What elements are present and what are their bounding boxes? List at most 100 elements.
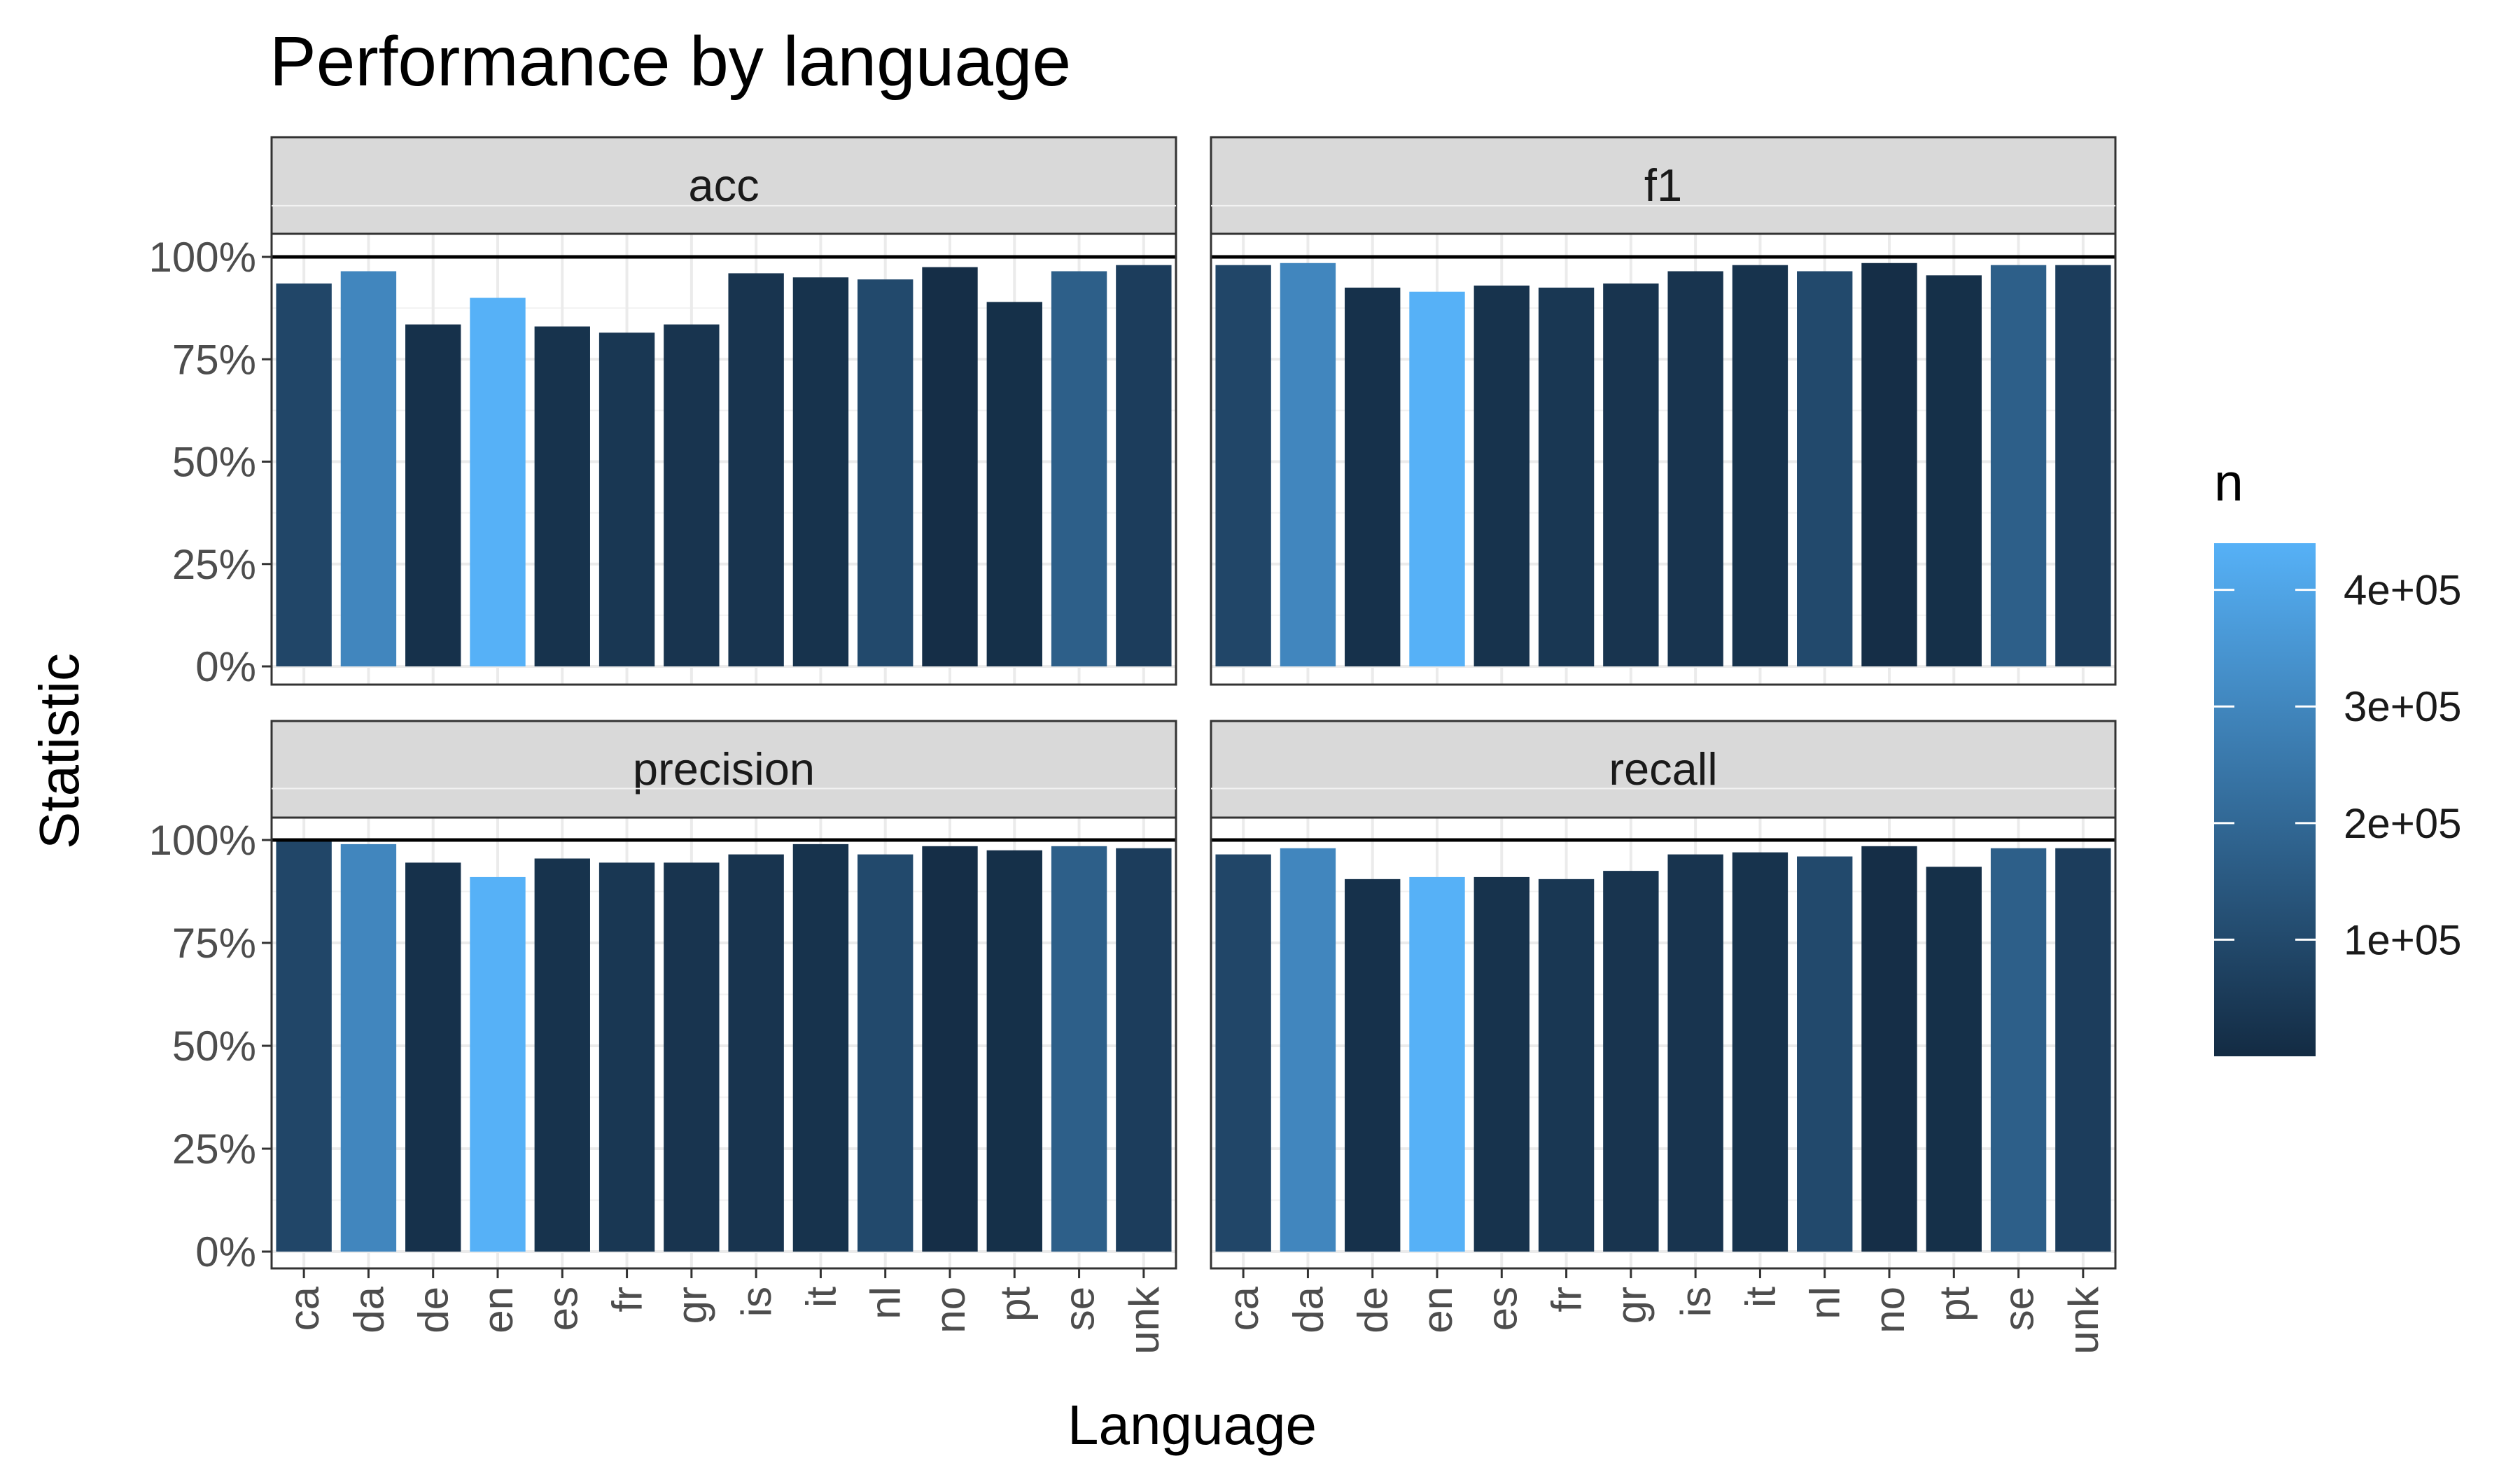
bar-recall-no [1861,846,1917,1252]
x-tick-label-no: no [927,1287,974,1334]
y-tick-label: 75% [172,920,256,967]
bar-precision-ca [276,840,332,1252]
x-tick-label-fr: fr [604,1287,651,1312]
bar-recall-se [1990,848,2047,1252]
bar-recall-ca [1215,854,1271,1252]
x-tick-label-nl: nl [862,1287,909,1320]
y-tick-label: 50% [172,1023,256,1070]
bar-precision-it [792,844,849,1252]
bar-recall-es [1474,876,1530,1252]
bar-f1-unk [2055,265,2111,666]
bar-recall-pt [1926,867,1982,1252]
bar-acc-unk [1116,265,1172,666]
x-tick-label-ca: ca [1220,1286,1267,1331]
panel-border [1210,232,2117,686]
facet-strip-label-recall: recall [1609,743,1717,794]
x-tick-label-da: da [345,1286,392,1333]
bar-f1-fr [1538,287,1595,666]
y-tick-label: 0% [195,643,256,690]
x-tick-label-is: is [1672,1287,1719,1317]
facet-strip-label-acc: acc [688,160,759,211]
facet-panel-precision: precision 0% 25% 50% 75% 100% ca da de en es fr gr is… [149,720,1177,1354]
bar-acc-nl [858,279,913,666]
bar-acc-it [792,277,849,666]
bar-f1-se [1990,265,2047,666]
bar-f1-it [1732,265,1788,666]
bar-precision-pt [986,850,1042,1252]
x-tick-label-pt: pt [1931,1287,1977,1322]
x-tick-label-de: de [410,1287,457,1334]
x-axis-title: Language [1068,1394,1317,1456]
bar-precision-nl [858,854,913,1252]
facet-panel-f1: f1 [1210,136,2117,686]
bar-recall-unk [2055,848,2111,1252]
bar-recall-gr [1603,871,1659,1252]
bar-acc-es [534,326,590,666]
bar-precision-en [470,876,526,1252]
bar-recall-da [1280,848,1336,1252]
x-tick-label-pt: pt [991,1287,1038,1322]
bar-acc-de [405,324,461,666]
facet-strip-f1 [1210,136,2117,235]
bar-recall-fr [1538,878,1595,1252]
bar-f1-en [1409,291,1465,667]
legend-label: 2e+05 [2344,800,2462,847]
facet-strip-label-precision: precision [633,743,815,794]
panel-border [1210,816,2117,1270]
legend-label: 1e+05 [2344,916,2462,963]
bar-f1-gr [1603,284,1659,666]
bar-precision-no [922,846,978,1252]
facet-panels: acc 0% 25% 50% 75% 100% f1 precision 0% 25% 50% 75%… [149,136,2117,1354]
legend-label: 4e+05 [2344,567,2462,614]
legend-title: n [2214,453,2244,512]
x-tick-label-nl: nl [1802,1287,1849,1320]
x-tick-label-ca: ca [281,1286,328,1331]
bar-acc-en [470,298,526,666]
y-tick-label: 100% [149,817,256,864]
bar-recall-en [1409,876,1465,1252]
x-tick-label-it: it [797,1287,844,1308]
x-tick-label-no: no [1866,1287,1913,1334]
bar-f1-da [1280,262,1336,666]
bar-precision-es [534,858,590,1252]
x-tick-label-it: it [1737,1287,1784,1308]
x-tick-label-fr: fr [1544,1287,1590,1312]
bar-acc-se [1051,271,1107,667]
x-tick-label-gr: gr [668,1287,715,1324]
bar-precision-gr [664,862,720,1252]
legend: n 1e+05 2e+05 3e+05 4e+05 [2214,453,2462,1056]
bar-acc-no [922,267,978,666]
x-tick-label-unk: unk [2060,1286,2107,1354]
panel-border [270,816,1177,1270]
bar-recall-de [1345,878,1401,1252]
bar-acc-pt [986,302,1042,667]
x-tick-label-es: es [539,1287,586,1331]
facet-strip-label-f1: f1 [1644,160,1682,211]
y-tick-label: 25% [172,541,256,588]
bar-precision-unk [1116,848,1172,1252]
y-axis-title: Statistic [28,653,90,849]
bar-f1-de [1345,287,1401,666]
y-tick-label: 75% [172,336,256,383]
bar-recall-nl [1797,856,1853,1252]
x-tick-label-en: en [475,1287,522,1334]
y-tick-label: 50% [172,439,256,486]
y-tick-label: 25% [172,1126,256,1172]
chart-title: Performance by language [270,22,1071,101]
y-tick-label: 100% [149,234,256,281]
bar-acc-da [340,271,397,667]
bar-acc-is [728,273,784,666]
bar-precision-se [1051,846,1107,1252]
x-tick-label-da: da [1284,1286,1331,1333]
facet-panel-acc: acc 0% 25% 50% 75% 100% [149,136,1177,690]
bar-f1-es [1474,285,1530,666]
bar-f1-no [1861,262,1917,666]
y-tick-label: 0% [195,1228,256,1275]
bar-acc-ca [276,284,332,666]
x-tick-label-se: se [1056,1287,1103,1331]
facet-strip-precision [270,720,1177,819]
x-tick-label-is: is [733,1287,780,1317]
bar-f1-nl [1797,271,1853,667]
x-tick-label-se: se [1996,1287,2043,1331]
